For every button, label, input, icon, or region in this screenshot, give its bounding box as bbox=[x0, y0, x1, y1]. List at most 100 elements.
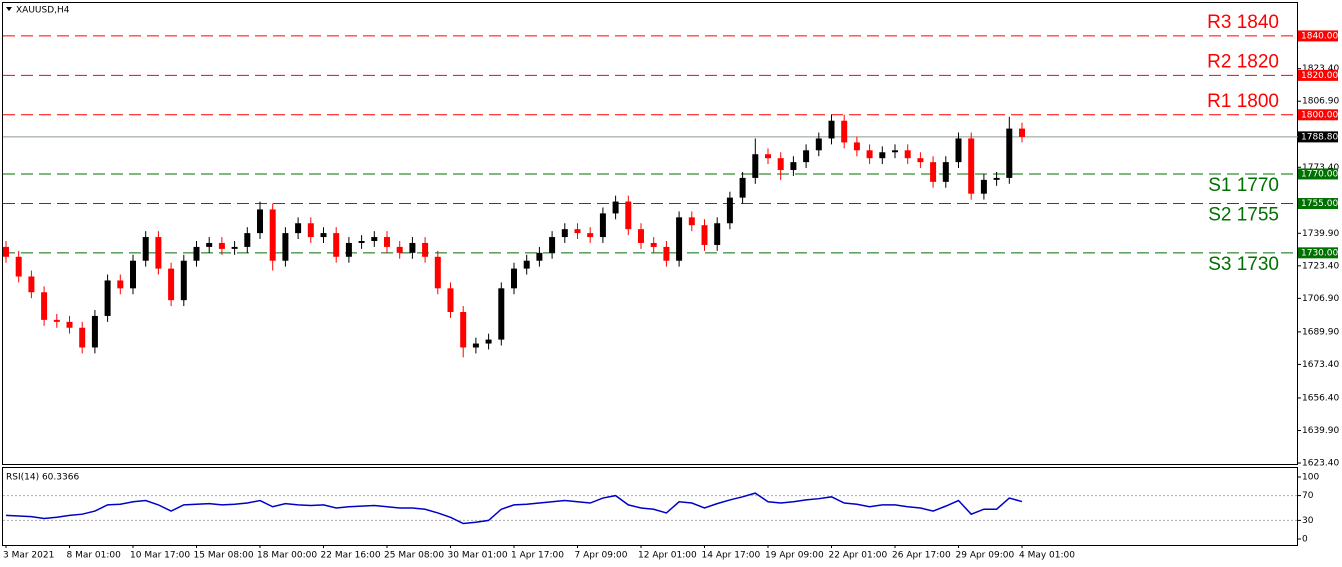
x-tick-label: 3 Mar 2021 bbox=[3, 551, 54, 561]
level-label: S1 1770 bbox=[1208, 175, 1279, 196]
candle-body bbox=[307, 223, 314, 238]
candle-body bbox=[41, 292, 48, 320]
level-box bbox=[1298, 198, 1338, 210]
candle-body bbox=[612, 201, 619, 214]
level-box bbox=[1298, 109, 1338, 121]
candle-body bbox=[460, 311, 467, 348]
candle-body bbox=[511, 268, 517, 289]
candle-body bbox=[231, 246, 238, 249]
y-tick-label: 1639.90 bbox=[1302, 426, 1339, 436]
candle-body bbox=[282, 233, 289, 261]
candle-body bbox=[396, 246, 403, 253]
candle-body bbox=[333, 233, 340, 257]
indicator-pane bbox=[2, 467, 1298, 546]
candle-body bbox=[434, 256, 441, 289]
level-box bbox=[1298, 168, 1338, 180]
menu-arrow[interactable] bbox=[6, 7, 12, 11]
candle-body bbox=[663, 246, 670, 261]
candle-body bbox=[866, 150, 873, 159]
candle-body bbox=[676, 217, 683, 261]
x-tick-label: 25 Mar 08:00 bbox=[384, 551, 444, 561]
candle-body bbox=[1019, 128, 1025, 137]
candle-body bbox=[828, 120, 835, 139]
candle-body bbox=[472, 343, 479, 348]
x-tick-label: 22 Mar 16:00 bbox=[321, 551, 381, 561]
candle-body bbox=[384, 237, 390, 247]
candle-body bbox=[574, 229, 581, 234]
candle-body bbox=[536, 252, 543, 261]
candle-body bbox=[66, 321, 73, 328]
level-box bbox=[1298, 69, 1338, 81]
rsi-y-tick-label: 30 bbox=[1302, 516, 1314, 526]
candle-body bbox=[206, 242, 213, 247]
candle-body bbox=[3, 246, 9, 257]
candle-body bbox=[980, 179, 987, 194]
candle-body bbox=[320, 233, 327, 238]
candle-body bbox=[638, 229, 644, 243]
candle-body bbox=[625, 201, 632, 230]
candle-body bbox=[726, 197, 733, 224]
candle-body bbox=[561, 229, 568, 238]
x-tick-label: 26 Apr 17:00 bbox=[892, 551, 951, 561]
y-tick-label: 1823.40 bbox=[1302, 64, 1339, 74]
x-tick-label: 22 Apr 01:00 bbox=[829, 551, 888, 561]
candle-body bbox=[15, 256, 22, 277]
level-box-label: 1755.00 bbox=[1301, 199, 1338, 209]
level-label: R3 1840 bbox=[1207, 12, 1279, 33]
y-tick-label: 1739.90 bbox=[1302, 229, 1339, 239]
candle-body bbox=[180, 260, 187, 301]
candle-body bbox=[168, 268, 175, 301]
candle-body bbox=[104, 280, 111, 316]
candle-body bbox=[917, 158, 924, 163]
y-tick-label: 1706.90 bbox=[1302, 294, 1339, 304]
candle-body bbox=[117, 280, 124, 289]
candle-body bbox=[498, 288, 505, 340]
candle-body bbox=[993, 177, 1000, 180]
y-tick-label: 1673.40 bbox=[1302, 360, 1339, 370]
level-box bbox=[1298, 30, 1338, 42]
level-label: S2 1755 bbox=[1208, 205, 1279, 226]
y-tick-label: 1773.40 bbox=[1302, 163, 1339, 173]
y-tick-label: 1623.40 bbox=[1302, 459, 1339, 469]
level-label: S3 1730 bbox=[1208, 254, 1279, 275]
chart-title: XAUUSD,H4 bbox=[16, 6, 70, 16]
candle-body bbox=[218, 242, 225, 249]
x-tick-label: 14 Apr 17:00 bbox=[702, 551, 761, 561]
candle-body bbox=[1006, 128, 1013, 178]
candle-body bbox=[790, 162, 797, 171]
candle-body bbox=[409, 242, 416, 253]
candle-body bbox=[371, 237, 378, 241]
candle-body bbox=[447, 288, 454, 312]
rsi-y-tick-label: 100 bbox=[1302, 472, 1319, 482]
candle-body bbox=[688, 217, 695, 226]
candle-body bbox=[269, 209, 276, 261]
candle-body bbox=[815, 138, 822, 151]
rsi-y-tick-label: 70 bbox=[1302, 491, 1314, 501]
candle-body bbox=[155, 237, 162, 269]
candle-body bbox=[701, 225, 708, 245]
x-tick-label: 12 Apr 01:00 bbox=[638, 551, 697, 561]
x-tick-label: 10 Mar 17:00 bbox=[130, 551, 190, 561]
candle-body bbox=[765, 154, 771, 159]
candle-body bbox=[345, 242, 352, 257]
candle-body bbox=[485, 339, 492, 344]
x-tick-label: 18 Mar 00:00 bbox=[257, 551, 317, 561]
y-tick-label: 1689.90 bbox=[1302, 327, 1339, 337]
candle-body bbox=[358, 241, 365, 243]
candle-body bbox=[549, 237, 556, 253]
level-box bbox=[1298, 247, 1338, 259]
candle-body bbox=[257, 209, 263, 234]
candle-body bbox=[892, 150, 898, 153]
candle-body bbox=[53, 319, 60, 322]
y-tick-label: 1656.40 bbox=[1302, 393, 1339, 403]
x-tick-label: 29 Apr 09:00 bbox=[956, 551, 1015, 561]
candle-body bbox=[587, 233, 594, 238]
level-box-label: 1770.00 bbox=[1301, 169, 1338, 179]
level-box-label: 1730.00 bbox=[1301, 248, 1338, 258]
candle-body bbox=[777, 158, 784, 171]
level-box-label: 1840.00 bbox=[1301, 31, 1338, 41]
x-tick-label: 19 Apr 09:00 bbox=[765, 551, 824, 561]
candle-body bbox=[904, 150, 911, 159]
candle-body bbox=[714, 223, 721, 245]
